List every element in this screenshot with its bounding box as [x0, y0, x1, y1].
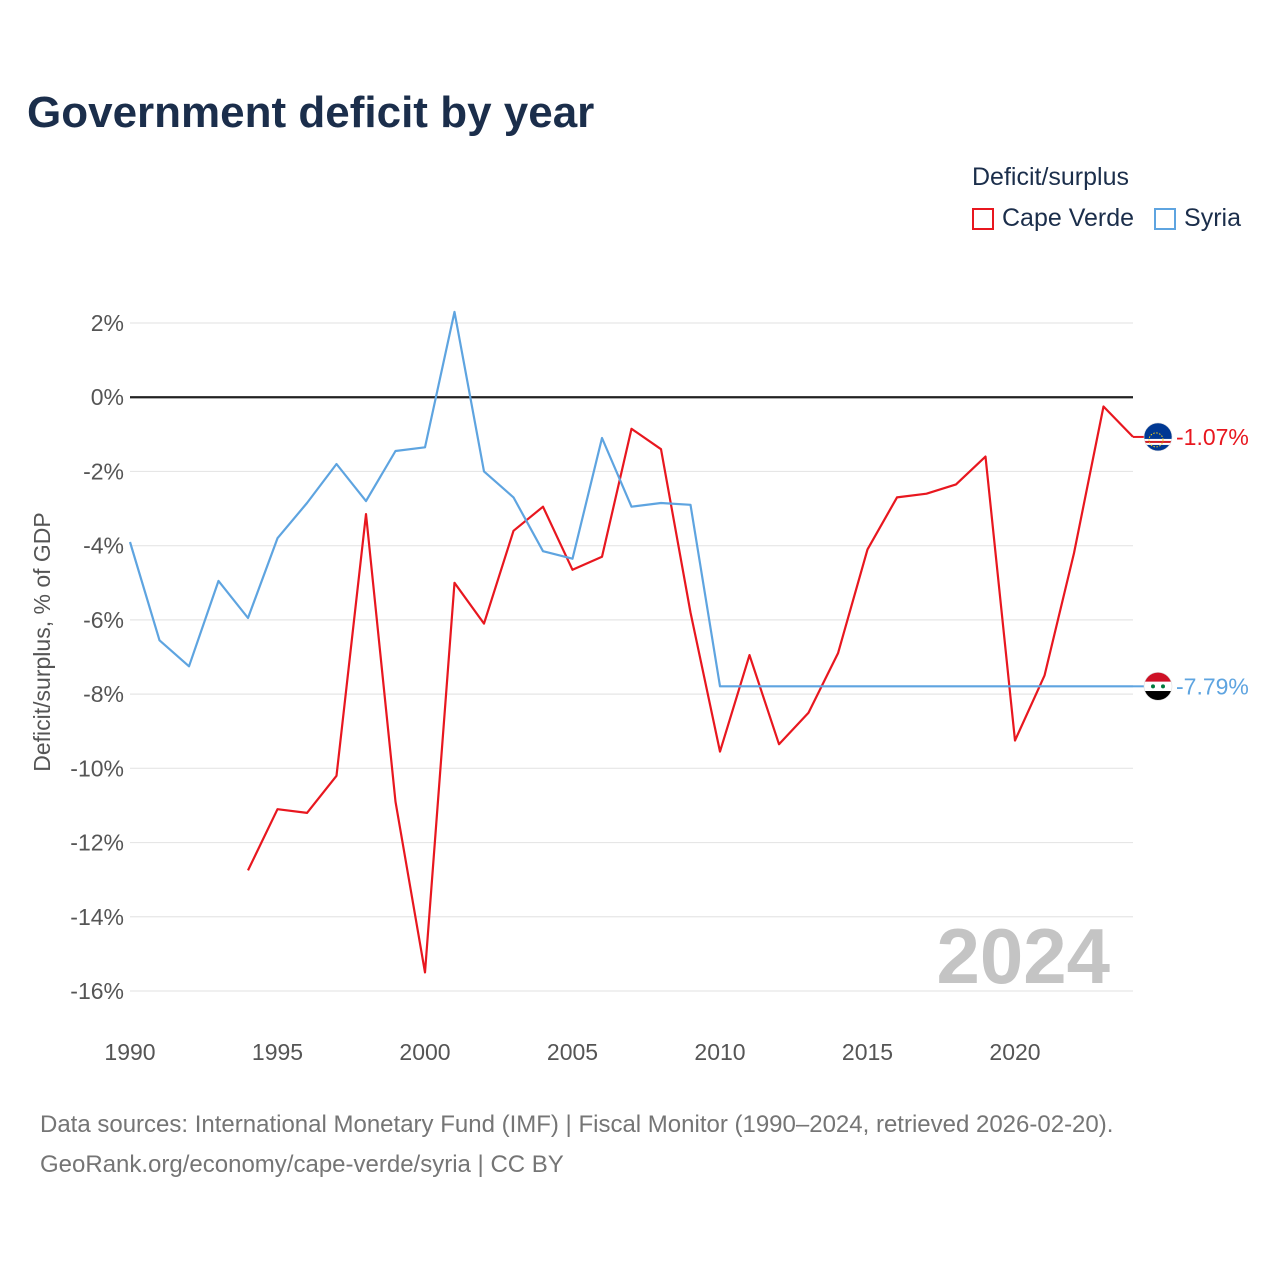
gridlines	[130, 322, 1133, 992]
legend-swatch-syria	[1154, 207, 1177, 230]
y-tick-label: -4%	[83, 533, 124, 559]
y-tick-label: -16%	[70, 978, 124, 1004]
sources-line-1: Data sources: International Monetary Fun…	[40, 1111, 1114, 1138]
legend-label-cape-verde: Cape Verde	[1002, 204, 1135, 232]
legend-swatch-cape-verde	[972, 207, 994, 230]
chart-title: Government deficit by year	[27, 88, 595, 137]
y-tick-label: 2%	[91, 310, 124, 336]
x-axis-ticks: 1990 1995 2000 2005 2010 2015 2020	[104, 1039, 1040, 1065]
x-tick-label: 2020	[989, 1039, 1040, 1065]
x-tick-label: 2005	[547, 1039, 598, 1065]
series-line-cape-verde[interactable]	[247, 405, 1134, 974]
y-axis-ticks: 2% 0% -2% -4% -6% -8% -10% -12% -14% -16%	[70, 310, 124, 1004]
legend-item-cape-verde[interactable]: Cape Verde	[972, 204, 1134, 233]
legend-item-syria[interactable]: Syria	[1154, 204, 1241, 233]
series-line-syria[interactable]	[128, 310, 1133, 688]
y-tick-label: -12%	[70, 830, 124, 856]
cape-verde-flag-icon	[1143, 422, 1173, 452]
x-tick-label: 2000	[399, 1039, 450, 1065]
y-tick-label: -2%	[83, 458, 124, 484]
year-watermark: 2024	[936, 912, 1110, 1000]
series-end-markers: -1.07% -7.79%	[1133, 422, 1249, 701]
legend: Cape Verde Syria	[972, 204, 1261, 233]
x-tick-label: 2015	[842, 1039, 893, 1065]
y-tick-label: -10%	[70, 755, 124, 781]
y-tick-label: -6%	[83, 607, 124, 633]
data-sources: Data sources: International Monetary Fun…	[40, 1105, 1113, 1185]
y-tick-label: -8%	[83, 681, 124, 707]
end-label-cape-verde: -1.07%	[1176, 424, 1249, 450]
end-label-syria: -7.79%	[1176, 673, 1249, 699]
y-tick-label: 0%	[91, 384, 124, 410]
series-lines	[128, 310, 1134, 974]
y-tick-label: -14%	[70, 904, 124, 930]
y-axis-label: Deficit/surplus, % of GDP	[29, 512, 55, 771]
sources-line-2[interactable]: GeoRank.org/economy/cape-verde/syria | C…	[40, 1151, 564, 1178]
x-tick-label: 1995	[252, 1039, 303, 1065]
x-tick-label: 1990	[104, 1039, 155, 1065]
legend-title: Deficit/surplus	[972, 163, 1129, 191]
syria-flag-icon	[1143, 672, 1173, 701]
x-tick-label: 2010	[694, 1039, 745, 1065]
legend-label-syria: Syria	[1184, 204, 1242, 232]
